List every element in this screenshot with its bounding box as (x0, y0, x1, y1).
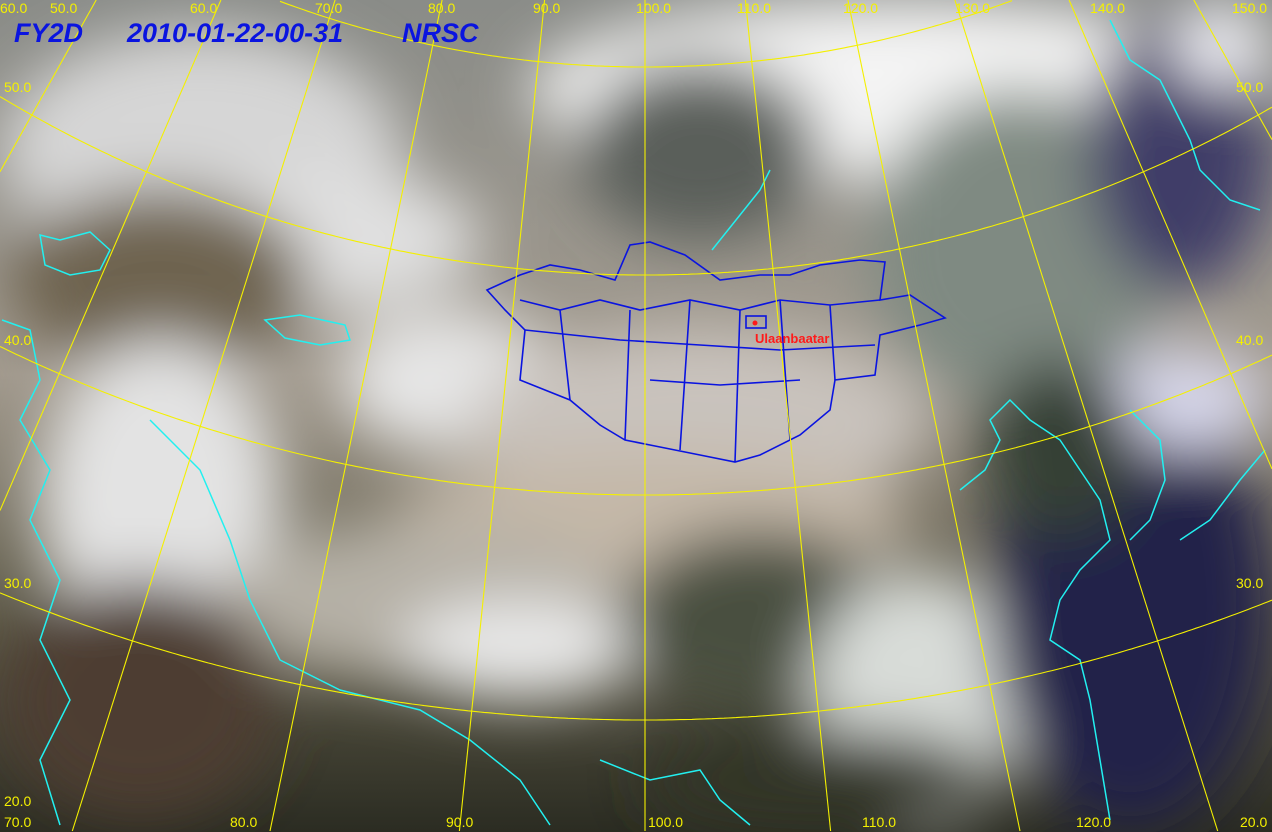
longitude-line-130 (954, 0, 1219, 832)
title-agency: NRSC (402, 18, 479, 48)
lon-label-top-90: 90.0 (533, 0, 560, 16)
lat-label-right-50: 50.0 (1236, 79, 1263, 95)
lon-label-top-130: 130.0 (955, 0, 990, 16)
lon-label-bottom-70: 70.0 (4, 814, 31, 830)
latitude-line-30 (0, 592, 1272, 721)
city-dot-icon (752, 320, 758, 326)
lat-label-left-50: 50.0 (4, 79, 31, 95)
longitude-line-90 (458, 0, 546, 832)
lon-label-top-100: 100.0 (636, 0, 671, 16)
lon-label-bottom-90: 90.0 (446, 814, 473, 830)
lat-label-left-40: 40.0 (4, 332, 31, 348)
coastline-sakhalin (1109, 19, 1261, 211)
lon-label-top-140: 140.0 (1090, 0, 1125, 16)
coastline-lake-baikal (711, 169, 771, 251)
ulaanbaatar-district (745, 315, 767, 329)
longitude-line-50 (0, 0, 97, 172)
lon-label-top-120: 120.0 (843, 0, 878, 16)
city-label-ulaanbaatar: Ulaanbaatar (755, 331, 829, 346)
lat-label-right-40: 40.0 (1236, 332, 1263, 348)
image-title: FY2D 2010-01-22-00-31 NRSC (14, 18, 479, 48)
coastline-caspian (39, 231, 111, 276)
coastline-india-border (149, 419, 551, 826)
lon-label-top-80: 80.0 (428, 0, 455, 16)
title-satellite: FY2D (14, 18, 83, 48)
lon-label-bottom-100: 100.0 (648, 814, 683, 830)
lon-label-top-50: 50.0 (50, 0, 77, 16)
lon-label-bottom-80: 80.0 (230, 814, 257, 830)
title-timestamp: 2010-01-22-00-31 (126, 18, 343, 48)
lat-label-right-30: 30.0 (1236, 575, 1263, 591)
lon-label-top-70: 70.0 (315, 0, 342, 16)
mongolia-borders (485, 241, 947, 463)
coastline-korea (1129, 409, 1166, 541)
lon-label-bottom-110: 110.0 (862, 814, 896, 830)
longitude-line-140 (1068, 0, 1272, 470)
longitude-line-120 (847, 0, 1021, 832)
longitude-line-60 (0, 0, 222, 511)
province-boundaries (519, 299, 881, 463)
lon-label-top-60: 60.0 (190, 0, 217, 16)
lat-label-right-20: 20.0 (1240, 814, 1267, 830)
latitude-line-60 (279, 0, 1013, 68)
ulaanbaatar-marker: Ulaanbaatar (752, 320, 829, 346)
mongolia-outline (485, 241, 947, 463)
longitude-line-80 (269, 0, 443, 832)
lon-label-top-110: 110.0 (737, 0, 771, 16)
coastline-southeast-asia (599, 759, 751, 826)
longitude-line-110 (744, 0, 832, 832)
latitude-line-40 (0, 346, 1272, 496)
longitude-line-70 (71, 0, 336, 832)
coastline-japan (1179, 449, 1266, 541)
lat-label-left-60: 60.0 (0, 0, 27, 16)
coastline-aral (263, 314, 351, 346)
lon-label-bottom-120: 120.0 (1076, 814, 1111, 830)
lon-label-top-150: 150.0 (1232, 0, 1267, 16)
latitude-line-50 (0, 96, 1272, 276)
coastline-china-east (959, 398, 1111, 821)
longitude-line-150 (1193, 0, 1272, 140)
lat-label-left-20: 20.0 (4, 793, 31, 809)
lat-label-left-30: 30.0 (4, 575, 31, 591)
